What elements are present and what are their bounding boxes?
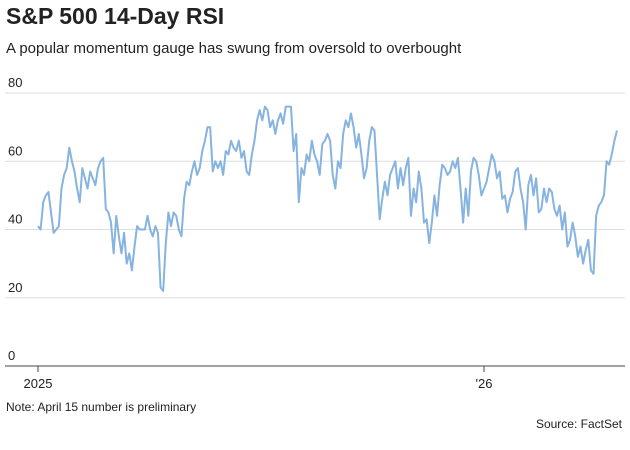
rsi-line — [37, 105, 618, 292]
y-tick-label: 0 — [8, 348, 15, 363]
source: Source: FactSet — [536, 417, 623, 431]
x-tick-label: '26 — [476, 376, 493, 391]
y-tick-label: 60 — [8, 143, 22, 158]
y-tick-label: 80 — [8, 75, 22, 90]
chart-title: S&P 500 14-Day RSI — [6, 3, 224, 29]
x-tick-label: 2025 — [24, 376, 53, 391]
y-tick-label: 20 — [8, 280, 22, 295]
chart-subtitle: A popular momentum gauge has swung from … — [6, 40, 462, 57]
note: Note: April 15 number is preliminary — [6, 400, 196, 414]
y-tick-label: 40 — [8, 212, 22, 227]
